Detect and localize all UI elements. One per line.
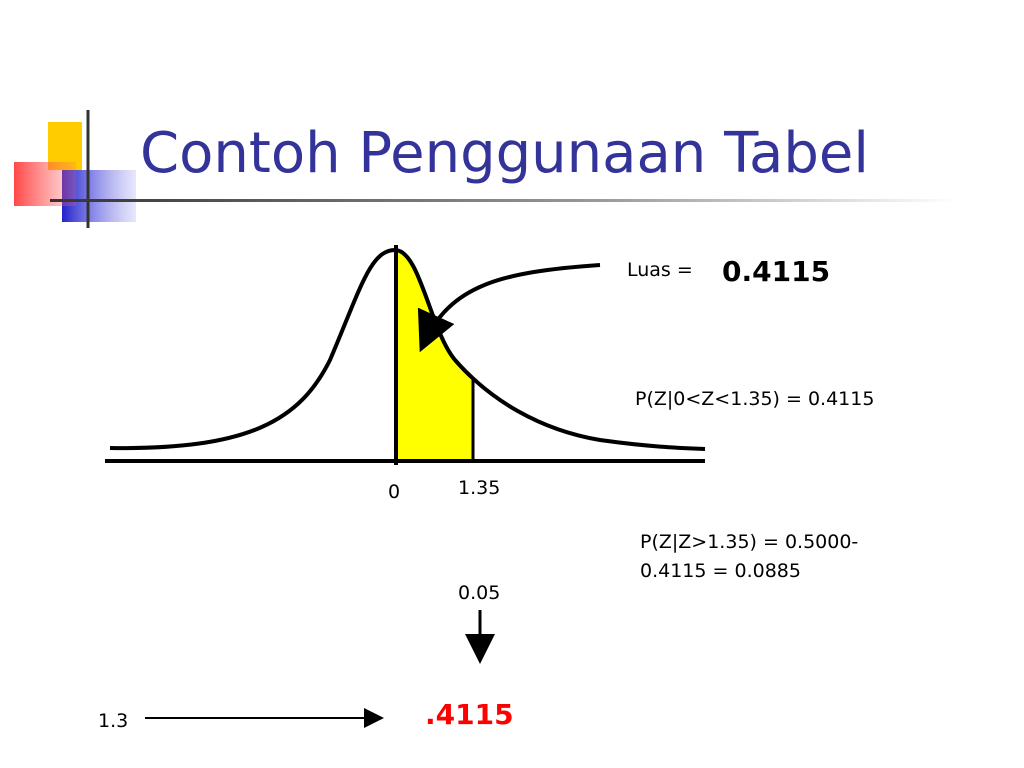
slide-title: Contoh Penggunaan Tabel	[140, 121, 869, 186]
area-label: Luas =	[627, 259, 693, 281]
axis-label: 0	[388, 481, 400, 503]
area-value: 0.4115	[722, 255, 830, 288]
probability-text: P(Z|Z>1.35) = 0.5000-	[640, 531, 858, 553]
probability-text: P(Z|0<Z<1.35) = 0.4115	[635, 388, 874, 410]
table-value: .4115	[425, 698, 514, 731]
column-header: 0.05	[458, 582, 500, 604]
axis-label: 1.35	[458, 477, 500, 499]
normal-curve	[105, 245, 706, 465]
decoration	[14, 110, 960, 228]
probability-text: 0.4115 = 0.0885	[640, 560, 801, 582]
row-header: 1.3	[98, 710, 128, 732]
